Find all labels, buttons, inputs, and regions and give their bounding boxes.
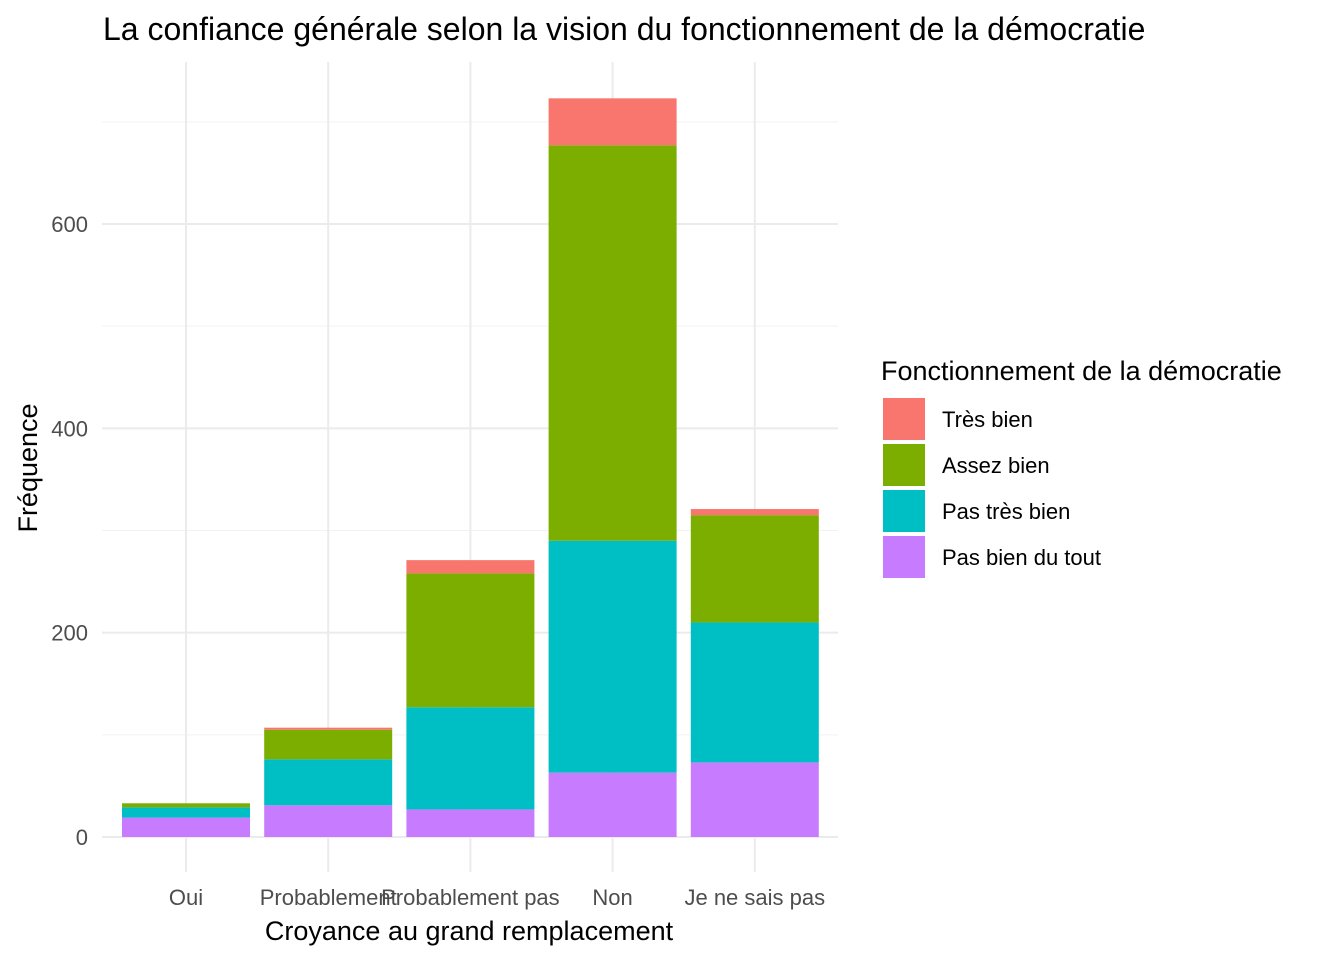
bar-segment <box>406 707 535 810</box>
bar-segment <box>406 809 535 837</box>
bar-segment <box>548 98 677 146</box>
bars <box>122 98 819 837</box>
bar-segment <box>548 145 677 541</box>
bar-segment <box>264 729 393 760</box>
legend-label: Assez bien <box>942 453 1050 478</box>
legend-label: Pas très bien <box>942 499 1070 524</box>
x-tick-label: Non <box>592 885 632 910</box>
bar-segment <box>122 803 250 808</box>
legend-swatch <box>883 536 925 578</box>
legend-label: Très bien <box>942 407 1033 432</box>
bar-segment <box>264 759 393 806</box>
bar-segment <box>264 805 393 837</box>
bar-segment <box>690 509 819 516</box>
bar-segment <box>122 807 250 818</box>
legend-swatch <box>883 490 925 532</box>
y-tick-label: 400 <box>51 416 88 441</box>
bar-segment <box>548 540 677 773</box>
x-tick-label: Probablement <box>260 885 397 910</box>
bar-segment <box>690 515 819 623</box>
y-axis-title: Fréquence <box>13 403 43 532</box>
x-axis-title: Croyance au grand remplacement <box>265 916 674 946</box>
bar-segment <box>406 560 535 574</box>
legend-swatch <box>883 444 925 486</box>
y-axis-ticks: 0 200 400 600 <box>51 212 88 850</box>
y-tick-label: 200 <box>51 621 88 646</box>
y-tick-label: 0 <box>76 825 88 850</box>
x-tick-label: Probablement pas <box>381 885 560 910</box>
y-tick-label: 600 <box>51 212 88 237</box>
legend: Fonctionnement de la démocratie Très bie… <box>881 356 1282 578</box>
legend-label: Pas bien du tout <box>942 545 1101 570</box>
chart-title: La confiance générale selon la vision du… <box>103 11 1145 47</box>
bar-segment <box>690 762 819 837</box>
bar-segment <box>264 727 393 730</box>
x-tick-label: Je ne sais pas <box>684 885 825 910</box>
bar-segment <box>690 622 819 763</box>
legend-title: Fonctionnement de la démocratie <box>881 356 1282 386</box>
legend-swatch <box>883 398 925 440</box>
bar-segment <box>406 573 535 708</box>
bar-segment <box>548 772 677 837</box>
bar-segment <box>122 817 250 837</box>
x-tick-label: Oui <box>169 885 203 910</box>
